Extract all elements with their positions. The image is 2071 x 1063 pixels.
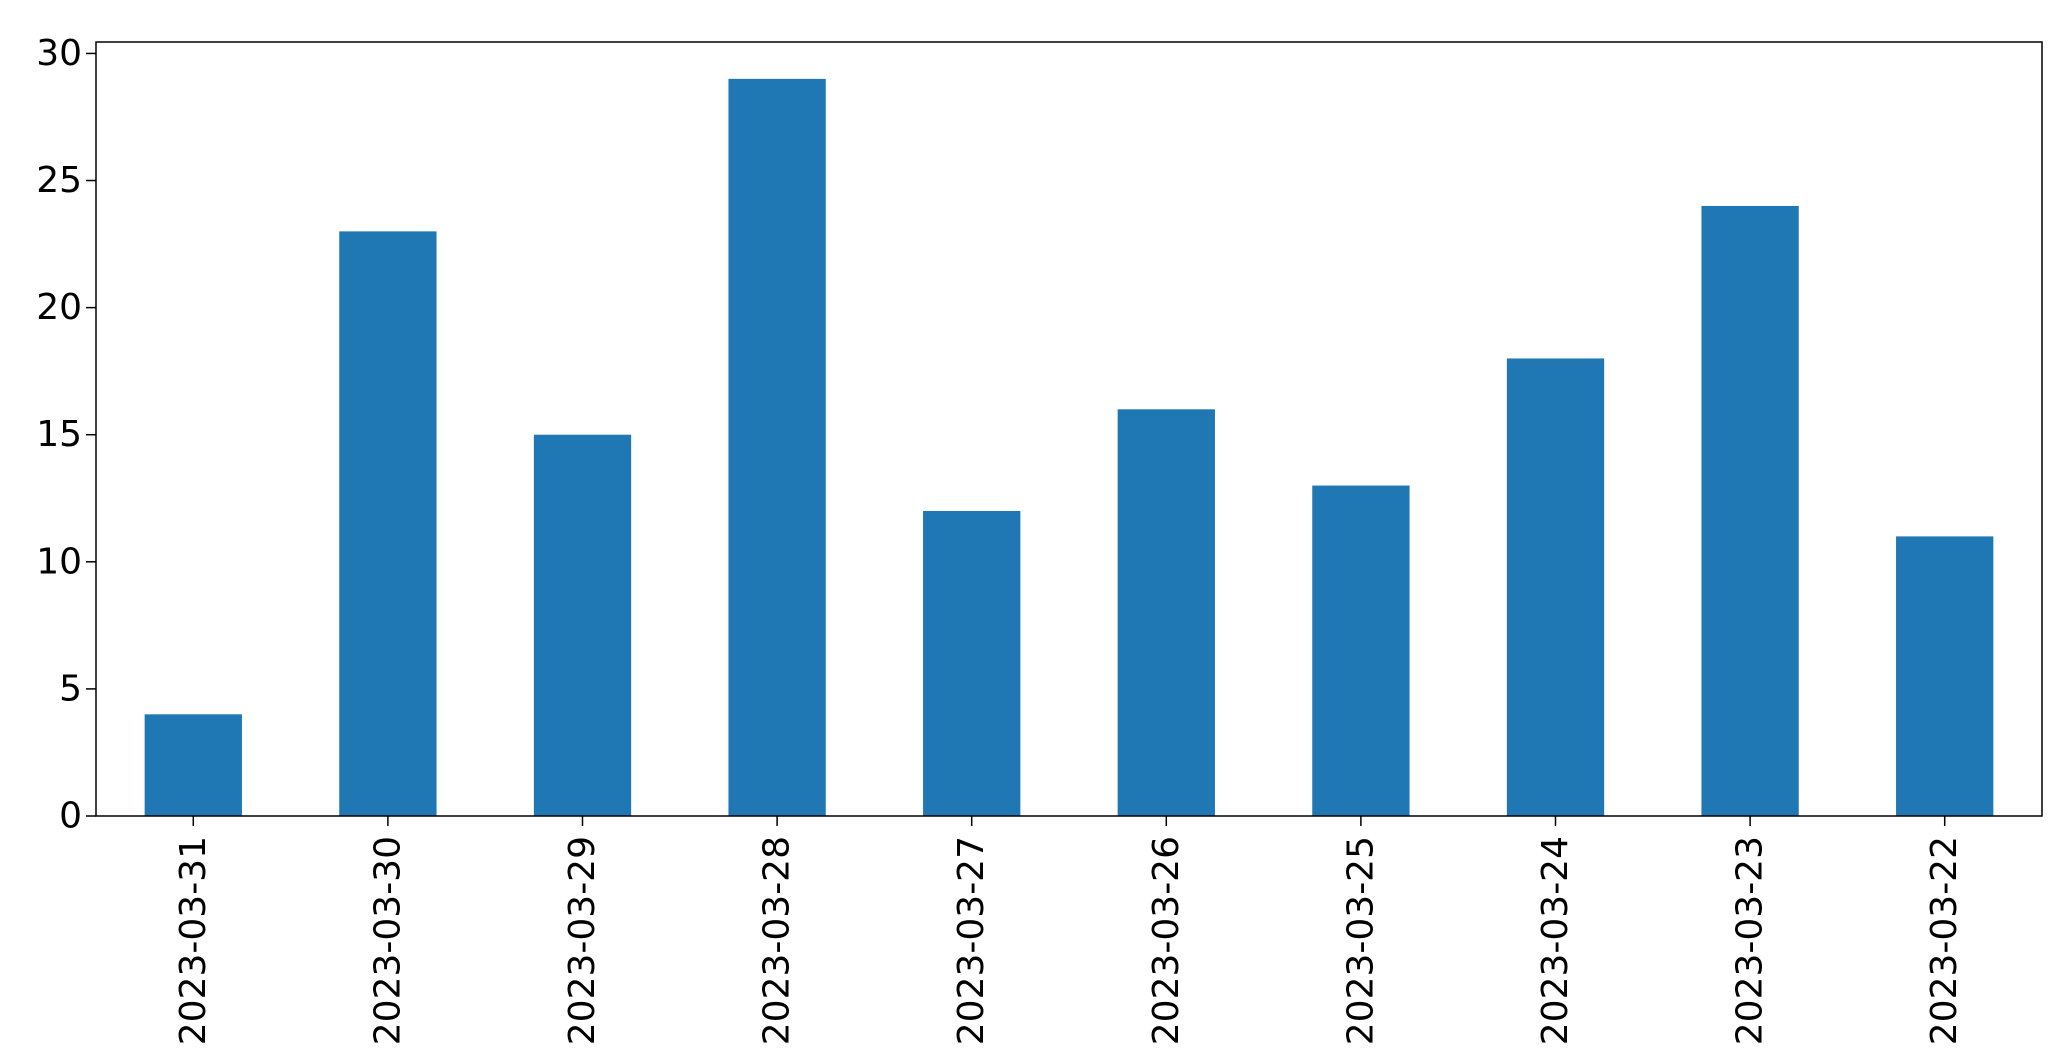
bar-2023-03-31 <box>144 714 242 816</box>
x-tick-label: 2023-03-26 <box>1146 836 1187 1045</box>
y-tick-label: 5 <box>59 668 82 709</box>
y-tick-label: 0 <box>59 796 82 837</box>
x-tick-label: 2023-03-29 <box>562 836 603 1045</box>
x-tick-label: 2023-03-27 <box>951 836 992 1045</box>
bar-2023-03-22 <box>1896 536 1994 816</box>
x-tick-label: 2023-03-24 <box>1535 836 1576 1045</box>
bar-2023-03-27 <box>923 510 1021 816</box>
bar-2023-03-28 <box>728 78 826 817</box>
y-tick-label: 15 <box>36 414 82 455</box>
plot-frame <box>95 41 2043 817</box>
bar-2023-03-25 <box>1312 485 1410 816</box>
bars-group <box>144 78 1994 817</box>
y-axis: 0 5 10 15 20 25 30 <box>36 33 96 837</box>
y-tick-label: 25 <box>36 160 82 201</box>
x-tick-label: 2023-03-30 <box>367 836 408 1045</box>
x-tick-label: 2023-03-23 <box>1730 836 1771 1045</box>
bar-2023-03-29 <box>533 434 632 816</box>
x-tick-label: 2023-03-31 <box>173 836 214 1045</box>
x-tick-label: 2023-03-22 <box>1924 836 1965 1045</box>
bar-2023-03-23 <box>1701 205 1799 816</box>
bar-2023-03-24 <box>1506 358 1605 816</box>
y-tick-label: 30 <box>36 33 82 74</box>
x-tick-label: 2023-03-25 <box>1340 836 1381 1045</box>
bar-2023-03-30 <box>339 231 437 817</box>
x-tick-label: 2023-03-28 <box>757 836 798 1045</box>
bar-2023-03-26 <box>1117 409 1215 816</box>
y-tick-label: 10 <box>36 541 82 582</box>
x-axis: 2023-03-31 2023-03-30 2023-03-29 2023-03-28… <box>173 816 1965 1045</box>
y-tick-label: 20 <box>36 287 82 328</box>
